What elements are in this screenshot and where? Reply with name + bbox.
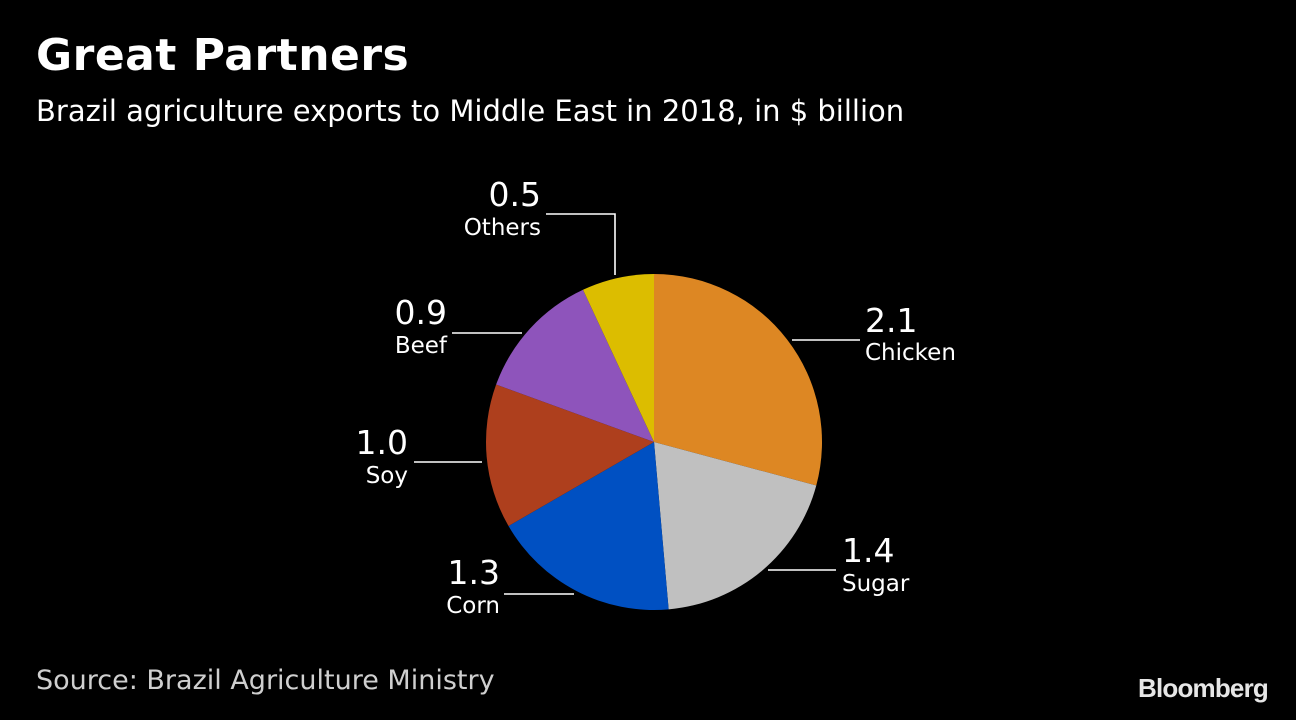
leader-line-others: [546, 213, 616, 275]
pie-slice-others: [583, 274, 654, 442]
pie-slice-sugar: [654, 442, 817, 610]
data-label-name-beef: Beef: [395, 333, 448, 359]
data-label-value-sugar: 1.4: [842, 531, 894, 570]
data-label-name-soy: Soy: [366, 463, 408, 489]
data-label-name-sugar: Sugar: [842, 571, 910, 597]
data-label-value-corn: 1.3: [448, 553, 500, 592]
pie-slices: [485, 274, 823, 610]
pie-slice-soy: [485, 384, 654, 526]
data-label-value-beef: 0.9: [395, 293, 447, 332]
pie-slice-corn: [508, 442, 669, 610]
data-label-name-corn: Corn: [446, 593, 500, 619]
data-label-value-soy: 1.0: [356, 423, 408, 462]
chart-subtitle: Brazil agriculture exports to Middle Eas…: [36, 94, 905, 128]
source-note: Source: Brazil Agriculture Ministry: [36, 665, 495, 696]
data-label-value-others: 0.5: [489, 175, 541, 214]
bloomberg-logo: Bloomberg: [1137, 673, 1269, 703]
data-label-name-chicken: Chicken: [865, 340, 956, 366]
chart-title: Great Partners: [36, 30, 410, 81]
leader-lines: [414, 213, 860, 595]
data-label-value-chicken: 2.1: [865, 301, 917, 340]
pie-slice-beef: [496, 289, 654, 442]
data-label-name-others: Others: [464, 215, 541, 241]
pie-slice-chicken: [654, 274, 823, 486]
